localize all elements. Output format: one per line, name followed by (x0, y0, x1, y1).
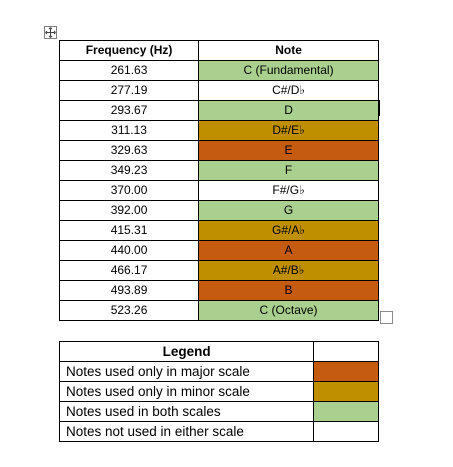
legend-color-swatch[interactable] (313, 401, 379, 422)
table-row: 440.00 A (58, 240, 379, 261)
frequency-cell[interactable]: 392.00 (58, 200, 200, 221)
table-row: 466.17 A#/B♭ (58, 260, 379, 281)
frequency-cell[interactable]: 466.17 (58, 260, 200, 281)
frequency-cell[interactable]: 415.31 (58, 220, 200, 241)
table-row: 523.26 C (Octave) (58, 300, 379, 321)
note-cell[interactable]: G#/A♭ (198, 220, 379, 241)
table-row: 493.89 B (58, 280, 379, 301)
table-row: 293.67 D (58, 100, 379, 121)
frequency-cell[interactable]: 293.67 (58, 100, 200, 121)
note-cell[interactable]: C#/D♭ (198, 80, 379, 101)
table-row: 370.00 F#/G♭ (58, 180, 379, 201)
frequency-cell[interactable]: 523.26 (58, 300, 200, 321)
four-way-arrow-icon (45, 27, 56, 38)
table-row: 261.63 C (Fundamental) (58, 60, 379, 81)
table-header-row: Frequency (Hz) Note (58, 40, 379, 61)
legend-label[interactable]: Notes not used in either scale (58, 421, 315, 442)
legend-table: Legend Notes used only in major scale Not… (58, 341, 379, 442)
note-cell[interactable]: D (198, 100, 379, 121)
legend-header-blank-cell[interactable] (313, 341, 379, 362)
note-cell[interactable]: E (198, 140, 379, 161)
note-cell[interactable]: F#/G♭ (198, 180, 379, 201)
note-cell[interactable]: C (Fundamental) (198, 60, 379, 81)
frequency-cell[interactable]: 311.13 (58, 120, 200, 141)
note-cell[interactable]: A (198, 240, 379, 261)
legend-label[interactable]: Notes used in both scales (58, 401, 315, 422)
text-cursor (379, 100, 380, 116)
table-row: 349.23 F (58, 160, 379, 181)
table-row: 329.63 E (58, 140, 379, 161)
frequency-cell[interactable]: 329.63 (58, 140, 200, 161)
legend-color-swatch[interactable] (313, 361, 379, 382)
frequency-cell[interactable]: 261.63 (58, 60, 200, 81)
table-resize-handle[interactable] (380, 311, 393, 324)
frequency-header[interactable]: Frequency (Hz) (58, 40, 200, 61)
legend-header-row: Legend (58, 341, 379, 362)
legend-color-swatch[interactable] (313, 381, 379, 402)
note-cell[interactable]: D#/E♭ (198, 120, 379, 141)
legend-color-swatch[interactable] (313, 421, 379, 442)
frequency-cell[interactable]: 440.00 (58, 240, 200, 261)
legend-title[interactable]: Legend (58, 341, 315, 362)
frequency-note-table: Frequency (Hz) Note 261.63 C (Fundamental… (58, 40, 379, 321)
note-cell[interactable]: A#/B♭ (198, 260, 379, 281)
legend-row: Notes not used in either scale (58, 421, 379, 442)
note-cell[interactable]: B (198, 280, 379, 301)
frequency-cell[interactable]: 277.19 (58, 80, 200, 101)
table-row: 392.00 G (58, 200, 379, 221)
note-header[interactable]: Note (198, 40, 379, 61)
legend-row: Notes used in both scales (58, 401, 379, 422)
legend-label[interactable]: Notes used only in major scale (58, 361, 315, 382)
table-move-handle-icon[interactable] (44, 26, 57, 39)
note-cell[interactable]: F (198, 160, 379, 181)
frequency-cell[interactable]: 493.89 (58, 280, 200, 301)
table-row: 277.19 C#/D♭ (58, 80, 379, 101)
legend-label[interactable]: Notes used only in minor scale (58, 381, 315, 402)
frequency-cell[interactable]: 370.00 (58, 180, 200, 201)
frequency-cell[interactable]: 349.23 (58, 160, 200, 181)
note-cell[interactable]: C (Octave) (198, 300, 379, 321)
note-cell[interactable]: G (198, 200, 379, 221)
table-row: 311.13 D#/E♭ (58, 120, 379, 141)
table-row: 415.31 G#/A♭ (58, 220, 379, 241)
legend-row: Notes used only in major scale (58, 361, 379, 382)
legend-row: Notes used only in minor scale (58, 381, 379, 402)
